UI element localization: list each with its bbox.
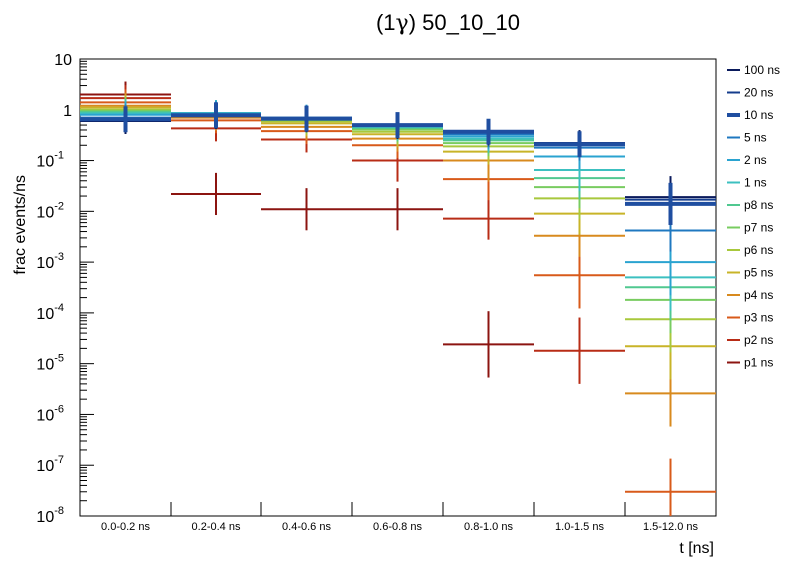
legend-label: p6 ns xyxy=(744,243,773,257)
legend-item: 1 ns xyxy=(727,176,767,190)
y-tick-label: 10-3 xyxy=(36,251,64,272)
plot-area: 10-8 10-7 10-6 10-5 10-4 10-3 10-2 10-1 1 10 0.0-0… xyxy=(36,52,717,533)
y-tick-label: 10-8 xyxy=(36,505,64,526)
series-p1-ns xyxy=(80,81,534,378)
x-tick-label: 0.4-0.6 ns xyxy=(282,521,331,533)
legend-item: 10 ns xyxy=(727,108,773,122)
y-tick-label: 10-4 xyxy=(36,302,64,323)
legend-item: p3 ns xyxy=(727,311,773,325)
x-tick-label: 0.2-0.4 ns xyxy=(192,521,241,533)
legend-label: p8 ns xyxy=(744,198,773,212)
legend-item: 100 ns xyxy=(727,63,780,77)
legend-label: p2 ns xyxy=(744,333,773,347)
x-axis-label: t [ns] xyxy=(679,540,714,557)
y-tick-label: 10-7 xyxy=(36,454,64,475)
legend-item: p1 ns xyxy=(727,356,773,370)
x-tick-label: 1.0-1.5 ns xyxy=(555,521,604,533)
x-axis: 0.0-0.2 ns 0.2-0.4 ns 0.4-0.6 ns 0.6-0.8 ns… xyxy=(101,502,699,533)
x-tick-label: 1.5-12.0 ns xyxy=(643,521,699,533)
y-tick-label: 10-1 xyxy=(36,150,64,171)
legend-label: 2 ns xyxy=(744,153,767,167)
legend-item: p2 ns xyxy=(727,333,773,347)
y-tick-label: 1 xyxy=(63,103,72,120)
legend-label: p1 ns xyxy=(744,356,773,370)
legend-item: 2 ns xyxy=(727,153,767,167)
legend-item: 20 ns xyxy=(727,86,773,100)
legend-label: p7 ns xyxy=(744,221,773,235)
chart-title: (1γ) 50_10_10 xyxy=(376,10,520,36)
y-tick-label: 10-2 xyxy=(36,200,64,221)
y-tick-label: 10 xyxy=(54,52,72,69)
legend-label: p4 ns xyxy=(744,288,773,302)
series-10-ns xyxy=(80,102,716,225)
legend-label: 10 ns xyxy=(744,108,773,122)
y-axis-label: frac events/ns xyxy=(12,175,29,275)
legend-item: p4 ns xyxy=(727,288,773,302)
legend-item: p7 ns xyxy=(727,221,773,235)
legend-label: 5 ns xyxy=(744,131,767,145)
legend-label: 100 ns xyxy=(744,63,780,77)
legend-item: p6 ns xyxy=(727,243,773,257)
series-p3-ns xyxy=(80,89,716,516)
legend-label: p3 ns xyxy=(744,311,773,325)
y-tick-label: 10-6 xyxy=(36,403,64,424)
y-tick-label: 10-5 xyxy=(36,353,64,374)
x-tick-label: 0.0-0.2 ns xyxy=(101,521,150,533)
legend: 100 ns 20 ns 10 ns 5 ns 2 ns 1 ns p8 ns p7 ns p6… xyxy=(727,63,780,370)
legend-item: 5 ns xyxy=(727,131,767,145)
x-tick-label: 0.6-0.8 ns xyxy=(373,521,422,533)
legend-item: p8 ns xyxy=(727,198,773,212)
legend-item: p5 ns xyxy=(727,266,773,280)
legend-label: 20 ns xyxy=(744,86,773,100)
x-tick-label: 0.8-1.0 ns xyxy=(464,521,513,533)
y-axis: 10-8 10-7 10-6 10-5 10-4 10-3 10-2 10-1 1 10 xyxy=(36,52,94,526)
legend-label: 1 ns xyxy=(744,176,767,190)
legend-label: p5 ns xyxy=(744,266,773,280)
